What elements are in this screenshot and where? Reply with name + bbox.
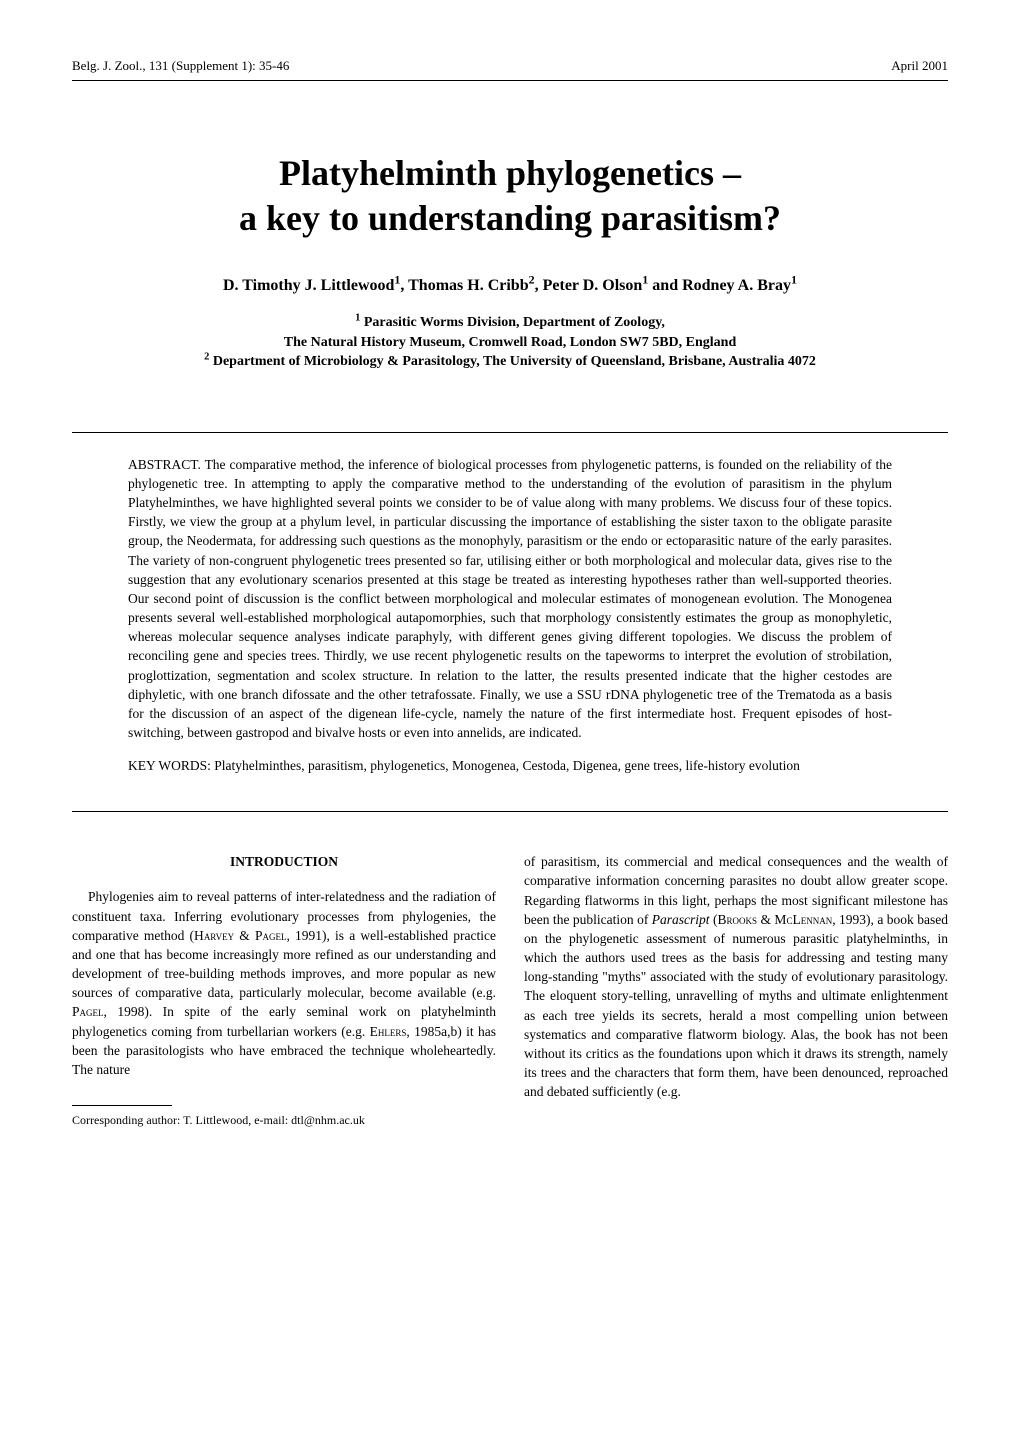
divider-bottom xyxy=(72,811,948,812)
affiliation-2: 2 Department of Microbiology & Parasitol… xyxy=(72,352,948,372)
keywords: KEY WORDS: Platyhelminthes, parasitism, … xyxy=(128,756,892,775)
article-title: Platyhelminth phylogenetics – a key to u… xyxy=(72,151,948,241)
body-columns: INTRODUCTION Phylogenies aim to reveal p… xyxy=(72,852,948,1129)
title-line-1: Platyhelminth phylogenetics – xyxy=(279,153,741,193)
affiliation-1b: The Natural History Museum, Cromwell Roa… xyxy=(72,333,948,353)
left-column: INTRODUCTION Phylogenies aim to reveal p… xyxy=(72,852,496,1129)
introduction-heading: INTRODUCTION xyxy=(72,852,496,871)
title-line-2: a key to understanding parasitism? xyxy=(239,198,781,238)
affiliations-block: 1 Parasitic Worms Division, Department o… xyxy=(72,313,948,372)
right-column: of parasitism, its commercial and medica… xyxy=(524,852,948,1129)
affiliation-1a: 1 Parasitic Worms Division, Department o… xyxy=(72,313,948,333)
abstract-block: ABSTRACT. The comparative method, the in… xyxy=(72,433,948,812)
intro-para-left: Phylogenies aim to reveal patterns of in… xyxy=(72,887,496,1079)
intro-para-right: of parasitism, its commercial and medica… xyxy=(524,852,948,1101)
abstract-body: ABSTRACT. The comparative method, the in… xyxy=(128,455,892,742)
journal-reference: Belg. J. Zool., 131 (Supplement 1): 35-4… xyxy=(72,58,289,74)
publication-date: April 2001 xyxy=(891,58,948,74)
corresponding-author-footnote: Corresponding author: T. Littlewood, e-m… xyxy=(72,1112,496,1129)
running-header: Belg. J. Zool., 131 (Supplement 1): 35-4… xyxy=(72,58,948,81)
footnote-rule xyxy=(72,1105,172,1106)
author-list: D. Timothy J. Littlewood1, Thomas H. Cri… xyxy=(72,277,948,295)
